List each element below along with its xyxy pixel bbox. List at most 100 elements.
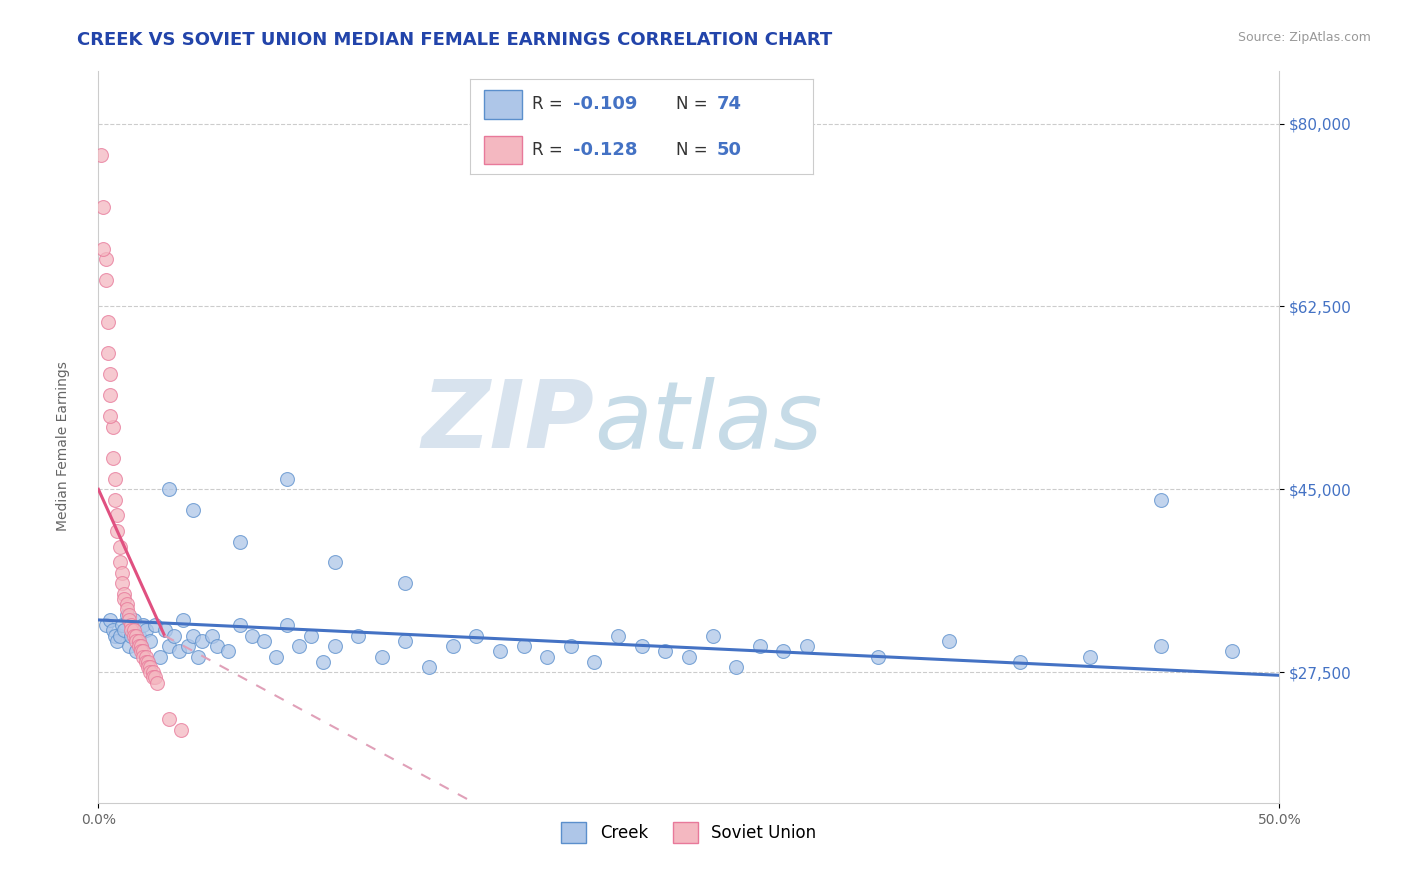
Point bbox=[135, 649, 157, 664]
Point bbox=[229, 618, 252, 632]
Point bbox=[153, 624, 176, 638]
Point bbox=[128, 639, 150, 653]
Point bbox=[112, 592, 135, 607]
Point bbox=[1220, 644, 1243, 658]
Text: ZIP: ZIP bbox=[422, 376, 595, 468]
Point bbox=[630, 639, 652, 653]
Point bbox=[135, 655, 157, 669]
Text: Source: ZipAtlas.com: Source: ZipAtlas.com bbox=[1237, 31, 1371, 45]
Point bbox=[115, 597, 138, 611]
Point bbox=[122, 629, 145, 643]
Point bbox=[536, 649, 558, 664]
Point bbox=[748, 639, 770, 653]
Point bbox=[1008, 655, 1031, 669]
Point bbox=[276, 472, 298, 486]
Point bbox=[97, 346, 120, 360]
Point bbox=[129, 639, 152, 653]
Point bbox=[772, 644, 794, 658]
Point bbox=[1150, 639, 1173, 653]
Point bbox=[108, 556, 131, 570]
Point bbox=[115, 607, 138, 622]
Point bbox=[139, 660, 162, 674]
Point bbox=[112, 624, 135, 638]
Point bbox=[725, 660, 748, 674]
Point bbox=[371, 649, 394, 664]
Point bbox=[139, 633, 162, 648]
Point bbox=[512, 639, 534, 653]
Point bbox=[125, 644, 148, 658]
Point bbox=[217, 644, 239, 658]
Point bbox=[101, 624, 124, 638]
Point bbox=[132, 644, 155, 658]
Point bbox=[94, 273, 117, 287]
Point bbox=[172, 613, 194, 627]
Point bbox=[135, 624, 157, 638]
Point bbox=[205, 639, 228, 653]
Point bbox=[121, 624, 143, 638]
Point bbox=[105, 524, 128, 538]
Point bbox=[702, 629, 724, 643]
Point bbox=[94, 252, 117, 267]
Point bbox=[1080, 649, 1102, 664]
Point bbox=[129, 639, 152, 653]
Point bbox=[253, 633, 276, 648]
Point bbox=[98, 613, 121, 627]
Point bbox=[101, 419, 124, 434]
Point bbox=[201, 629, 224, 643]
Point bbox=[122, 624, 145, 638]
Point bbox=[98, 368, 121, 382]
Point bbox=[108, 629, 131, 643]
Point bbox=[142, 670, 165, 684]
Point bbox=[112, 587, 135, 601]
Point bbox=[104, 472, 127, 486]
Point bbox=[187, 649, 209, 664]
Point bbox=[104, 629, 127, 643]
Point bbox=[394, 576, 416, 591]
Point bbox=[105, 633, 128, 648]
Point bbox=[139, 665, 162, 680]
Point bbox=[97, 315, 120, 329]
Point bbox=[347, 629, 370, 643]
Point bbox=[111, 618, 134, 632]
Point bbox=[163, 629, 186, 643]
Point bbox=[98, 409, 121, 424]
Point bbox=[229, 534, 252, 549]
Point bbox=[157, 483, 180, 497]
Point bbox=[465, 629, 488, 643]
Point bbox=[167, 644, 190, 658]
Point bbox=[157, 639, 180, 653]
Point bbox=[129, 644, 152, 658]
Point bbox=[98, 388, 121, 402]
Point bbox=[678, 649, 700, 664]
Point bbox=[143, 670, 166, 684]
Point bbox=[441, 639, 464, 653]
Point bbox=[1150, 492, 1173, 507]
Point bbox=[181, 503, 204, 517]
Point bbox=[90, 148, 112, 162]
Point bbox=[122, 613, 145, 627]
Point bbox=[101, 450, 124, 465]
Point bbox=[583, 655, 606, 669]
Point bbox=[240, 629, 263, 643]
Point bbox=[111, 566, 134, 580]
Point bbox=[264, 649, 287, 664]
Point bbox=[132, 618, 155, 632]
Point bbox=[149, 649, 172, 664]
Point bbox=[866, 649, 889, 664]
Point bbox=[170, 723, 193, 737]
Point bbox=[91, 242, 114, 256]
Point bbox=[108, 540, 131, 554]
Point bbox=[489, 644, 512, 658]
Point bbox=[118, 607, 141, 622]
Point bbox=[128, 629, 150, 643]
Point bbox=[323, 556, 346, 570]
Point bbox=[104, 492, 127, 507]
Point bbox=[191, 633, 214, 648]
Point bbox=[796, 639, 818, 653]
Point bbox=[177, 639, 200, 653]
Point bbox=[118, 639, 141, 653]
Point bbox=[118, 613, 141, 627]
Point bbox=[938, 633, 960, 648]
Point bbox=[125, 629, 148, 643]
Point bbox=[121, 618, 143, 632]
